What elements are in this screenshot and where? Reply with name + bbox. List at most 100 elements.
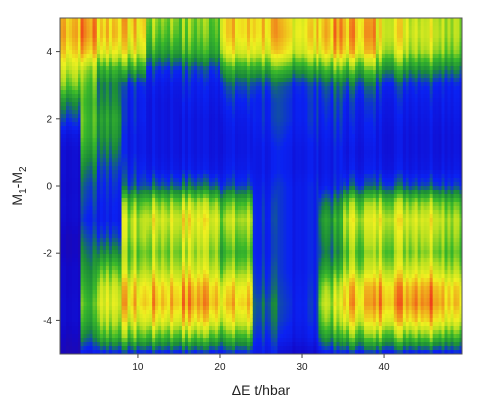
heatmap-cell <box>120 166 122 171</box>
heatmap-cell <box>217 246 221 251</box>
heatmap-cell <box>121 242 125 247</box>
heatmap-cell <box>145 198 147 203</box>
heatmap-cell <box>145 290 147 295</box>
heatmap-cell <box>92 246 96 251</box>
heatmap-cell <box>108 94 113 99</box>
heatmap-cell <box>173 186 177 191</box>
heatmap-cell <box>117 82 122 87</box>
heatmap-cell <box>105 122 110 127</box>
heatmap-cell <box>214 294 219 299</box>
heatmap-cell <box>205 198 210 203</box>
heatmap-cell <box>92 266 96 271</box>
heatmap-cell <box>142 258 146 263</box>
heatmap-cell <box>217 322 221 327</box>
heatmap-cell <box>190 246 195 251</box>
heatmap-cell <box>120 174 122 179</box>
heatmap-cell <box>127 134 131 139</box>
heatmap-cell <box>127 154 131 159</box>
heatmap-cell <box>217 86 221 91</box>
heatmap-cell <box>108 334 113 339</box>
heatmap-cell <box>83 78 87 83</box>
heatmap-cell <box>130 166 134 171</box>
heatmap-cell <box>69 302 73 307</box>
heatmap-cell <box>211 258 216 263</box>
heatmap-cell <box>133 42 137 47</box>
heatmap-cell <box>219 330 224 335</box>
heatmap-cell <box>95 266 98 271</box>
heatmap-cell <box>208 346 213 351</box>
heatmap-cell <box>102 106 107 111</box>
heatmap-cell <box>108 98 113 103</box>
heatmap-cell <box>187 194 192 199</box>
heatmap-cell <box>205 90 210 95</box>
heatmap-cell <box>83 226 87 231</box>
heatmap-cell <box>214 206 219 211</box>
heatmap-cell <box>208 338 213 343</box>
heatmap-cell <box>111 70 116 75</box>
heatmap-cell <box>187 70 192 75</box>
heatmap-cell <box>124 66 128 71</box>
heatmap-cell <box>145 202 147 207</box>
heatmap-cell <box>83 302 87 307</box>
heatmap-cell <box>120 262 122 267</box>
heatmap-cell <box>173 30 177 35</box>
heatmap-cell <box>96 142 101 147</box>
heatmap-cell <box>111 162 116 167</box>
heatmap-cell <box>196 154 201 159</box>
heatmap-cell <box>178 322 183 327</box>
heatmap-cell <box>145 342 147 347</box>
heatmap-cell <box>222 294 227 299</box>
heatmap-cell <box>80 306 84 311</box>
heatmap-cell <box>184 194 189 199</box>
heatmap-cell <box>202 82 207 87</box>
heatmap-cell <box>142 102 146 107</box>
heatmap-cell <box>69 338 73 343</box>
heatmap-cell <box>196 210 201 215</box>
heatmap-cell <box>164 158 168 163</box>
heatmap-cell <box>78 126 81 131</box>
heatmap-cell <box>145 70 147 75</box>
heatmap-cell <box>219 22 224 27</box>
heatmap-cell <box>121 182 125 187</box>
heatmap-cell <box>83 86 87 91</box>
heatmap-cell <box>136 66 140 71</box>
heatmap-cell <box>136 130 140 135</box>
heatmap-cell <box>155 70 159 75</box>
heatmap-cell <box>83 34 87 39</box>
heatmap-cell <box>63 170 67 175</box>
heatmap-cell <box>92 230 96 235</box>
heatmap-cell <box>121 254 125 259</box>
heatmap-cell <box>181 266 186 271</box>
heatmap-cell <box>95 58 98 63</box>
heatmap-cell <box>75 334 79 339</box>
heatmap-cell <box>173 250 177 255</box>
heatmap-cell <box>66 74 70 79</box>
heatmap-cell <box>158 226 162 231</box>
heatmap-cell <box>184 66 189 71</box>
heatmap-cell <box>176 58 180 63</box>
heatmap-cell <box>155 58 159 63</box>
heatmap-cell <box>92 282 96 287</box>
heatmap-cell <box>60 118 64 123</box>
heatmap-cell <box>124 218 128 223</box>
heatmap-cell <box>155 66 159 71</box>
heatmap-cell <box>199 318 204 323</box>
heatmap-cell <box>80 74 84 79</box>
heatmap-cell <box>187 74 192 79</box>
heatmap-cell <box>69 282 73 287</box>
heatmap-cell <box>96 330 101 335</box>
heatmap-cell <box>146 102 150 107</box>
heatmap-cell <box>170 86 174 91</box>
heatmap-cell <box>142 90 146 95</box>
heatmap-cell <box>99 46 104 51</box>
heatmap-cell <box>199 346 204 351</box>
heatmap-cell <box>146 266 150 271</box>
heatmap-cell <box>187 214 192 219</box>
heatmap-cell <box>158 230 162 235</box>
heatmap-cell <box>105 338 110 343</box>
heatmap-cell <box>202 26 207 31</box>
heatmap-cell <box>228 162 233 167</box>
heatmap-cell <box>149 178 153 183</box>
heatmap-cell <box>130 274 134 279</box>
heatmap-cell <box>66 258 70 263</box>
